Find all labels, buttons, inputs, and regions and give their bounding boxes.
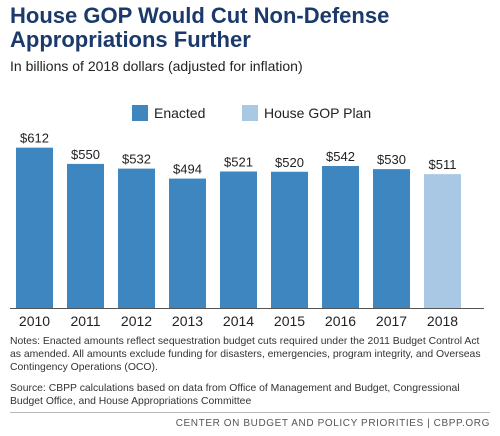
x-tick-label-2017: 2017 [376,313,407,329]
chart-notes: Notes: Enacted amounts reflect sequestra… [10,336,481,373]
chart-source: Source: CBPP calculations based on data … [10,383,460,407]
bar-value-label-2014: $521 [224,154,253,169]
bar-value-label-2018: $511 [429,157,457,172]
bar-chart: Enacted House GOP Plan $612 $550 $532 $494 $5… [10,105,484,329]
x-tick-labels: 2010 2011 2012 2013 2014 2015 2016 2017 2018 [19,313,458,329]
x-tick-label-2013: 2013 [172,313,203,329]
x-tick-label-2014: 2014 [223,313,254,329]
legend-swatch-enacted [132,105,148,121]
x-tick-label-2015: 2015 [274,313,305,329]
bar-2012 [118,168,155,308]
bar-value-label-2015: $520 [275,155,304,170]
footer-divider [10,412,490,413]
bar-value-label-2010: $612 [20,131,49,146]
x-tick-label-2011: 2011 [70,313,100,329]
bar-value-label-2012: $532 [122,152,151,167]
footer-credit: CENTER ON BUDGET AND POLICY PRIORITIES |… [175,418,490,429]
chart-subtitle: In billions of 2018 dollars (adjusted fo… [10,58,303,74]
bar-2013 [169,178,206,308]
bar-2017 [373,169,410,308]
legend-swatch-house-gop-plan [242,105,258,121]
bar-2010 [16,147,53,308]
x-tick-label-2016: 2016 [325,313,356,329]
bar-value-label-2016: $542 [326,149,355,164]
x-tick-label-2010: 2010 [19,313,50,329]
bars-group: $612 $550 $532 $494 $521 $520 $542 $530 $511 [16,131,461,308]
bar-2011 [67,163,104,308]
x-tick-label-2018: 2018 [427,313,458,329]
bar-2018 [424,174,461,308]
legend-label-enacted: Enacted [154,105,205,121]
legend: Enacted House GOP Plan [132,105,371,121]
bar-value-label-2011: $550 [71,147,100,162]
bar-2016 [322,165,359,308]
bar-value-label-2017: $530 [377,152,406,167]
bar-value-label-2013: $494 [173,162,202,177]
bar-2014 [220,171,257,308]
legend-label-house-gop-plan: House GOP Plan [264,105,371,121]
x-tick-label-2012: 2012 [121,313,152,329]
chart-title: House GOP Would Cut Non-Defense Appropri… [10,3,390,52]
bar-2015 [271,171,308,308]
